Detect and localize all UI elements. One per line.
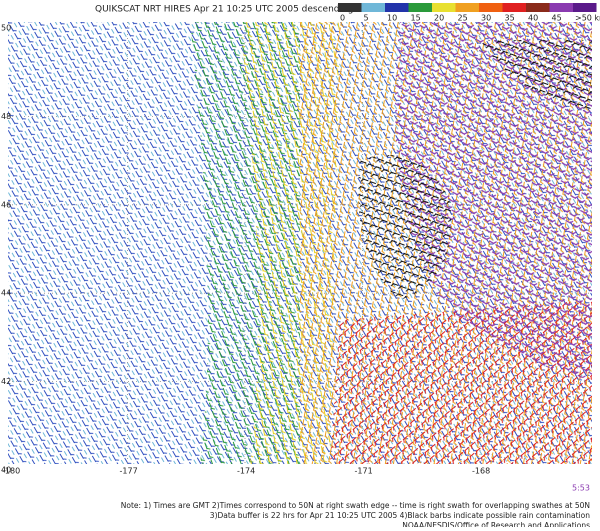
lon-label: -177 [120, 467, 138, 476]
legend-label: 35 [505, 14, 515, 23]
legend-label: 10 [387, 14, 397, 23]
legend-swatch [455, 3, 479, 12]
legend-label: 0 [340, 14, 345, 23]
legend-label: 20 [434, 14, 444, 23]
lat-label: 42 [1, 377, 11, 386]
grid [8, 22, 592, 464]
note-line: 3)Data buffer is 22 hrs for Apr 21 10:25… [210, 511, 590, 520]
legend-swatch [361, 3, 385, 12]
wind-field [8, 22, 592, 464]
legend-label: 5 [364, 14, 369, 23]
legend-label: 45 [552, 14, 562, 23]
legend-label: 25 [458, 14, 468, 23]
time-label: 5:53 [572, 484, 590, 493]
title: QUIKSCAT NRT HIRES Apr 21 10:25 UTC 2005… [95, 5, 353, 15]
legend-swatch [432, 3, 456, 12]
note-line: Note: 1) Times are GMT 2)Times correspon… [121, 501, 590, 510]
legend-label: 30 [481, 14, 491, 23]
lon-label: -180 [2, 467, 20, 476]
lat-label: 40 [1, 466, 11, 475]
legend-swatch [526, 3, 550, 12]
legend-label: >50 knots [575, 14, 600, 23]
lat-label: 44 [1, 289, 11, 298]
lon-label: -168 [472, 467, 490, 476]
lat-label: 48 [1, 112, 11, 121]
legend-label: 15 [411, 14, 421, 23]
legend-swatch [385, 3, 409, 12]
lon-label: -171 [355, 467, 373, 476]
legend-swatch [408, 3, 432, 12]
legend-swatch [338, 3, 362, 12]
lat-label: 50 [1, 24, 11, 33]
legend-swatch [573, 3, 597, 12]
legend-swatch [502, 3, 526, 12]
legend-swatch [479, 3, 503, 12]
lat-label: 46 [1, 200, 11, 209]
note-line: NOAA/NESDIS/Office of Research and Appli… [402, 521, 590, 527]
legend-swatch [549, 3, 573, 12]
legend-label: 40 [528, 14, 538, 23]
lon-label: -174 [237, 467, 255, 476]
